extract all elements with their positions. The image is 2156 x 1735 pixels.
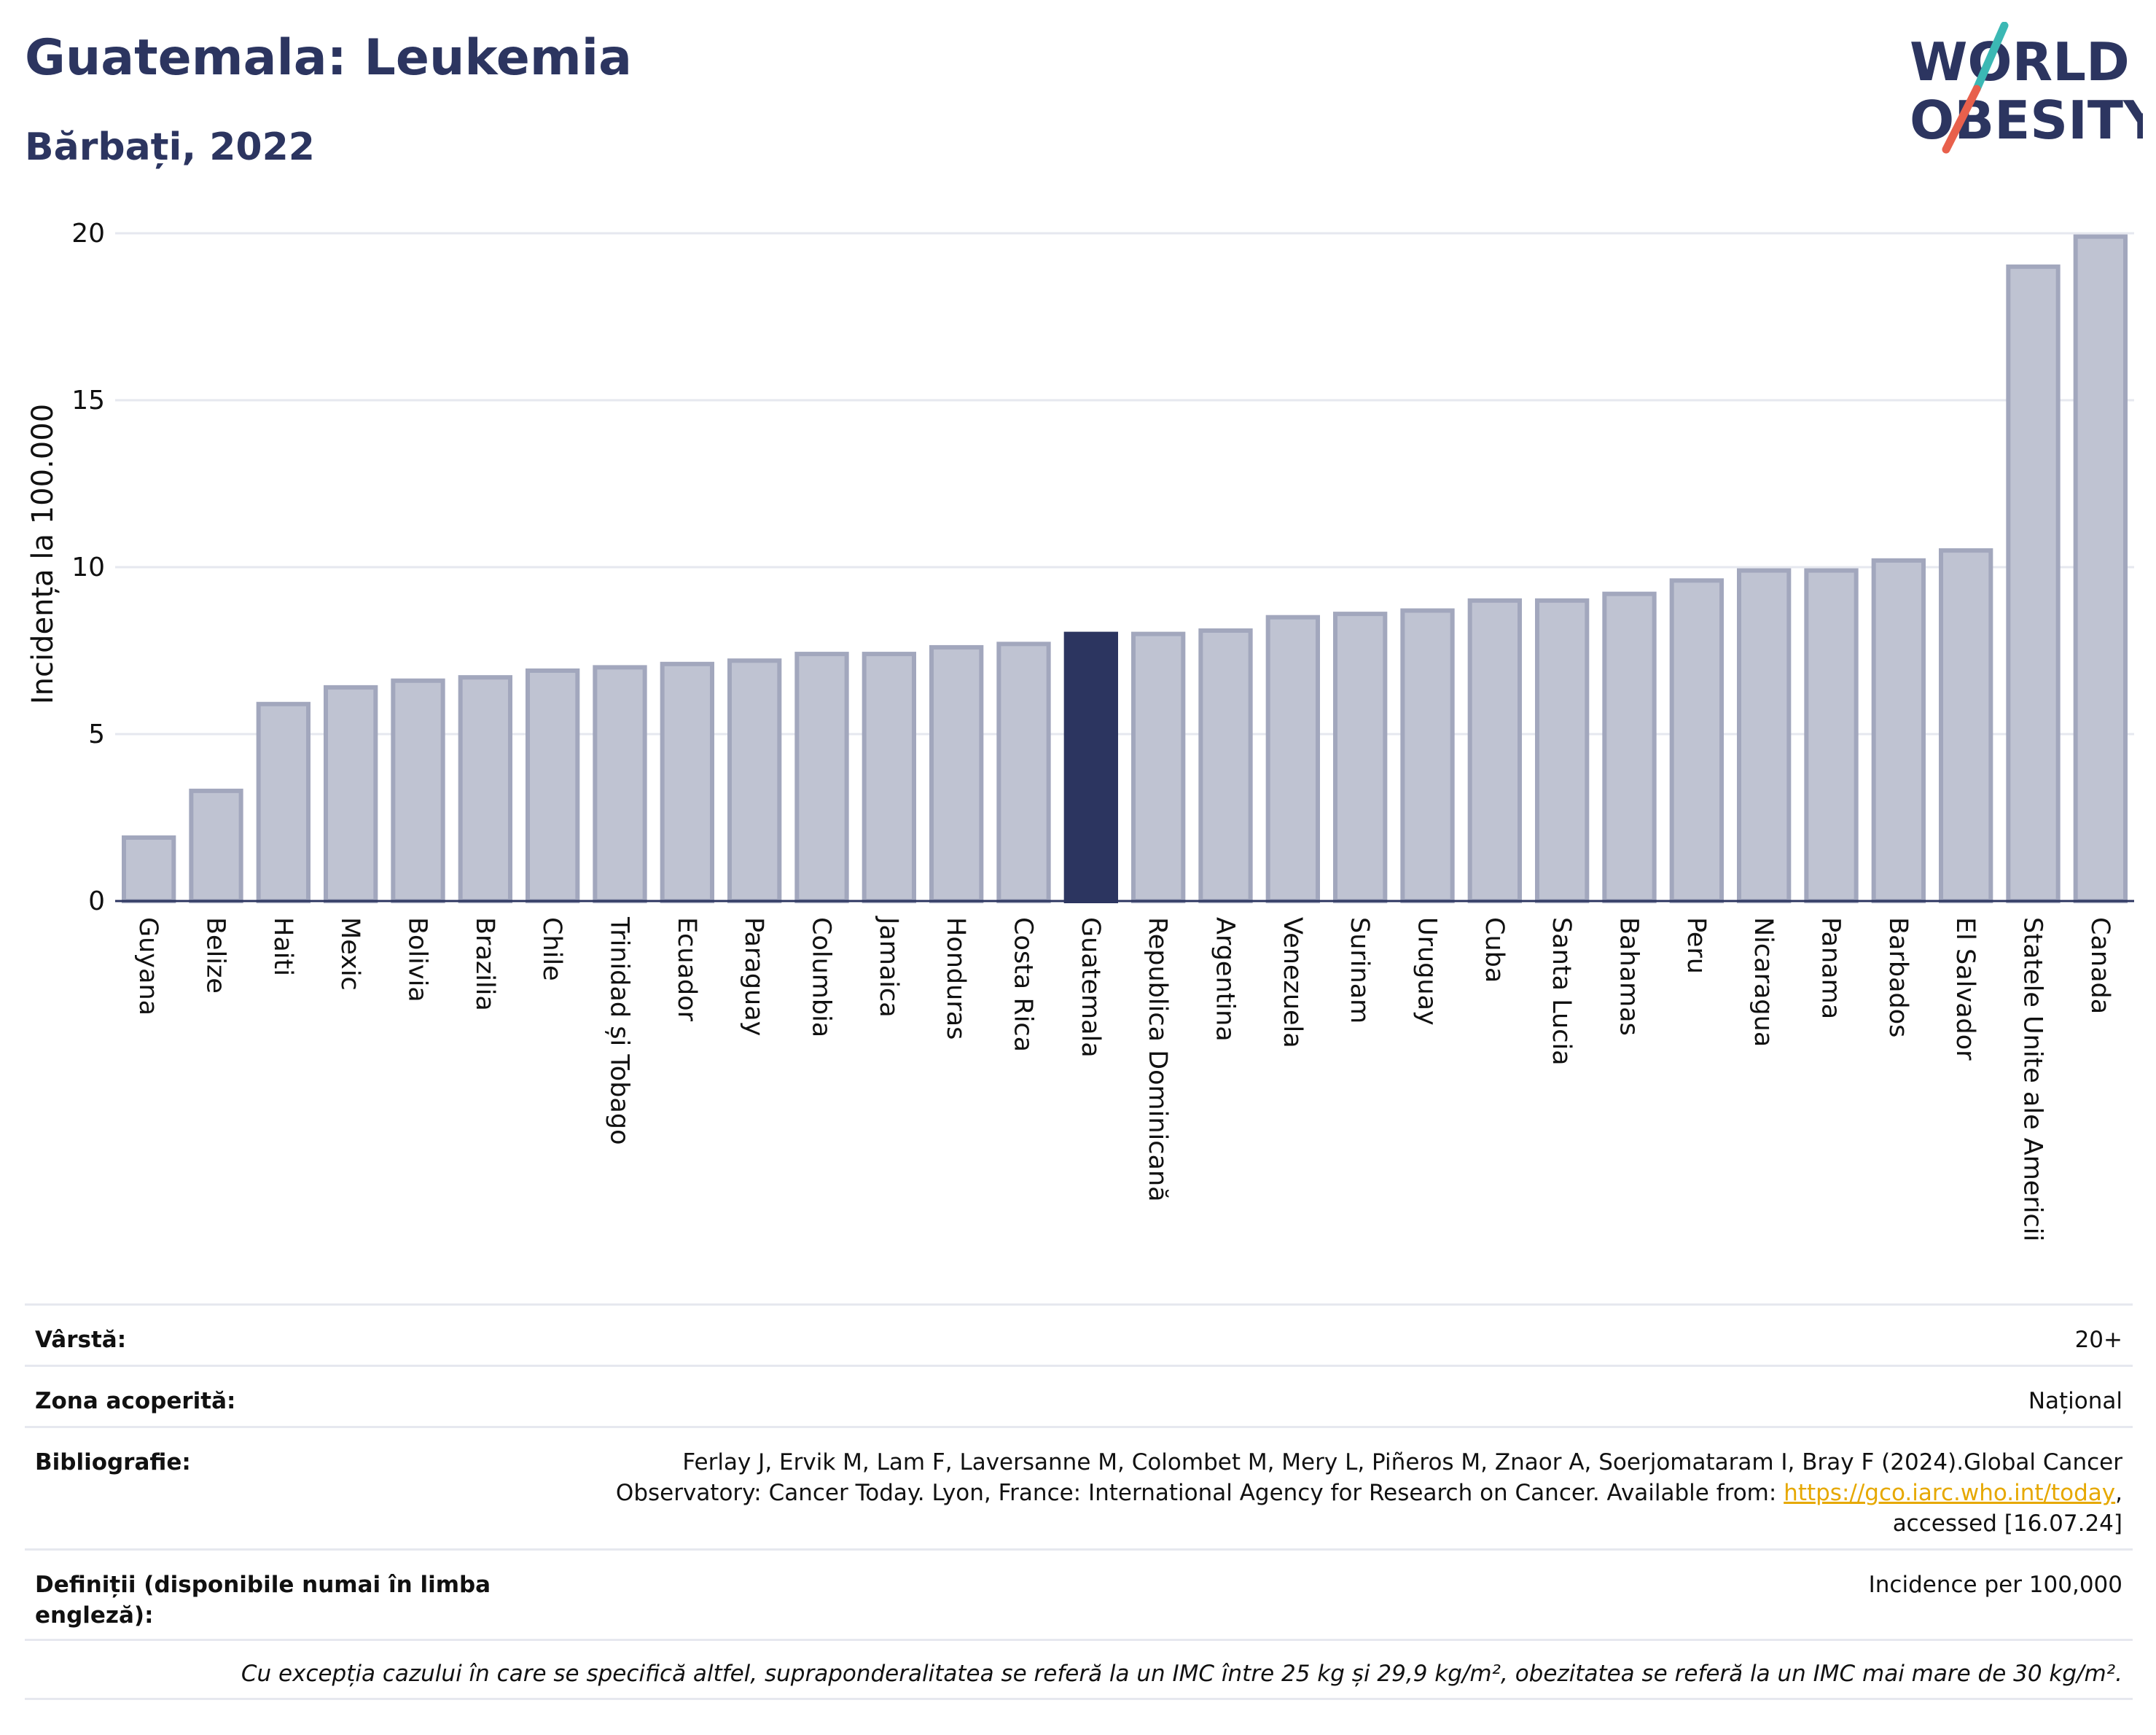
x-tick-label: Mexic xyxy=(335,917,364,991)
y-axis-ticks: 0 5 10 15 20 xyxy=(71,219,105,916)
bar-paraguay xyxy=(727,658,782,903)
bar-peru xyxy=(1669,578,1724,903)
x-tick-label: Cuba xyxy=(1480,917,1509,983)
meta-row-definitions: Definiții (disponibile numai în limba en… xyxy=(25,1548,2133,1639)
y-tick-label: 5 xyxy=(88,720,105,749)
coverage-label: Zona acoperită: xyxy=(35,1388,236,1414)
meta-row-coverage: Zona acoperită: Național xyxy=(25,1365,2133,1426)
bar-belize xyxy=(189,788,243,903)
bibliography-line-3: accessed [16.07.24] xyxy=(1892,1510,2122,1537)
bar-honduras xyxy=(929,644,984,903)
world-obesity-logo: WORLD OBESITY xyxy=(1910,22,2143,154)
bar-el-salvador xyxy=(1939,548,1993,903)
bar-mexic xyxy=(324,685,378,903)
gridlines xyxy=(115,232,2134,736)
bar-uruguay xyxy=(1400,608,1455,903)
x-tick-label: Guyana xyxy=(133,917,163,1015)
bar-chile xyxy=(526,668,580,903)
chart-subtitle: Bărbați, 2022 xyxy=(25,125,315,169)
bar-columbia xyxy=(794,652,849,904)
bibliography-value: Ferlay J, Ervik M, Lam F, Laversanne M, … xyxy=(592,1447,2122,1539)
x-tick-label: Bolivia xyxy=(403,917,432,1002)
logo-slash-red xyxy=(1942,85,1981,154)
y-axis-label: Incidența la 100.000 xyxy=(26,404,60,704)
x-tick-label: Chile xyxy=(537,917,566,981)
bar-trinidad-și-tobago xyxy=(593,665,647,904)
bar-ecuador xyxy=(660,661,714,903)
x-tick-label: Panama xyxy=(1816,917,1846,1019)
definitions-value: Incidence per 100,000 xyxy=(1868,1572,2122,1598)
x-tick-label: Paraguay xyxy=(739,917,768,1036)
y-tick-label: 0 xyxy=(88,886,105,916)
x-tick-label: Brazilia xyxy=(470,917,499,1011)
bar-surinam xyxy=(1333,612,1388,903)
x-tick-label: Statele Unite ale Americii xyxy=(2018,917,2047,1241)
bar-cuba xyxy=(1467,598,1522,903)
bar-barbados xyxy=(1871,558,1926,904)
x-tick-label: Ecuador xyxy=(672,917,701,1022)
x-tick-label: Belize xyxy=(201,917,230,994)
bar-argentina xyxy=(1198,628,1253,904)
x-tick-label: Nicaragua xyxy=(1749,917,1778,1047)
meta-row-age: Vârstă: 20+ xyxy=(25,1303,2133,1365)
bibliography-line-2: Observatory: Cancer Today. Lyon, France:… xyxy=(615,1480,1784,1506)
y-tick-label: 20 xyxy=(71,219,105,249)
x-tick-label: Venezuela xyxy=(1278,917,1307,1048)
bar-guyana xyxy=(122,835,176,903)
age-value: 20+ xyxy=(2074,1327,2122,1353)
bar-republica-dominicană xyxy=(1131,631,1186,903)
bibliography-link[interactable]: https://gco.iarc.who.int/today xyxy=(1784,1480,2116,1506)
bars xyxy=(122,234,2128,904)
bar-bolivia xyxy=(391,678,445,903)
bar-jamaica xyxy=(862,652,916,904)
logo-word-world: WORLD xyxy=(1910,31,2130,93)
x-tick-label: Uruguay xyxy=(1413,917,1442,1026)
bar-nicaragua xyxy=(1737,568,1792,904)
x-tick-label: Canada xyxy=(2085,917,2114,1014)
x-tick-label: El Salvador xyxy=(1950,917,1980,1061)
bar-brazilia xyxy=(458,675,512,903)
bar-panama xyxy=(1804,568,1859,904)
x-tick-label: Republica Dominicană xyxy=(1143,917,1172,1202)
meta-row-note: Cu excepția cazului în care se specifică… xyxy=(25,1639,2133,1700)
bar-venezuela xyxy=(1265,615,1320,903)
x-tick-label: Guatemala xyxy=(1076,917,1105,1058)
x-tick-label: Barbados xyxy=(1883,917,1913,1037)
chart-title: Guatemala: Leukemia xyxy=(25,29,632,87)
definitions-label: Definiții (disponibile numai în limba en… xyxy=(35,1572,491,1629)
x-tick-label: Bahamas xyxy=(1614,917,1644,1036)
bar-canada xyxy=(2073,234,2128,903)
age-label: Vârstă: xyxy=(35,1327,127,1353)
bar-santa-lucia xyxy=(1535,598,1590,903)
y-tick-label: 10 xyxy=(71,553,105,582)
bibliography-line-1: Ferlay J, Ervik M, Lam F, Laversanne M, … xyxy=(682,1449,2122,1475)
x-tick-label: Costa Rica xyxy=(1009,917,1038,1052)
x-axis-ticks: Guyana Belize Haiti Mexic Bolivia Brazilia Chi… xyxy=(133,916,2114,1241)
x-tick-label: Santa Lucia xyxy=(1547,917,1576,1066)
bar-guatemala xyxy=(1063,631,1118,903)
metadata-table: Vârstă: 20+ Zona acoperită: Național Bib… xyxy=(25,1303,2133,1700)
bar-costa-rica xyxy=(996,642,1051,904)
logo-slash-teal xyxy=(1972,22,2009,93)
x-tick-label: Jamaica xyxy=(874,916,903,1018)
x-tick-label: Haiti xyxy=(268,917,297,976)
coverage-value: Național xyxy=(2028,1388,2122,1414)
bar-bahamas xyxy=(1602,591,1657,903)
bar-statele-unite-ale-americii xyxy=(2006,264,2061,903)
meta-row-bibliography: Bibliografie: Ferlay J, Ervik M, Lam F, … xyxy=(25,1426,2133,1548)
x-tick-label: Trinidad și Tobago xyxy=(605,916,634,1145)
x-tick-label: Columbia xyxy=(807,917,836,1037)
bibliography-comma: , xyxy=(2115,1480,2122,1506)
x-tick-label: Argentina xyxy=(1211,917,1240,1042)
bar-chart: 0 5 10 15 20 Guyana Belize Haiti Mexic Bolivia Br… xyxy=(26,219,2134,1241)
x-tick-label: Honduras xyxy=(941,917,970,1040)
bar-haiti xyxy=(256,701,310,904)
x-tick-label: Surinam xyxy=(1345,917,1374,1024)
x-tick-label: Peru xyxy=(1682,917,1711,974)
y-tick-label: 15 xyxy=(71,386,105,416)
bibliography-label: Bibliografie: xyxy=(35,1449,191,1475)
footnote: Cu excepția cazului în care se specifică… xyxy=(241,1661,2122,1687)
